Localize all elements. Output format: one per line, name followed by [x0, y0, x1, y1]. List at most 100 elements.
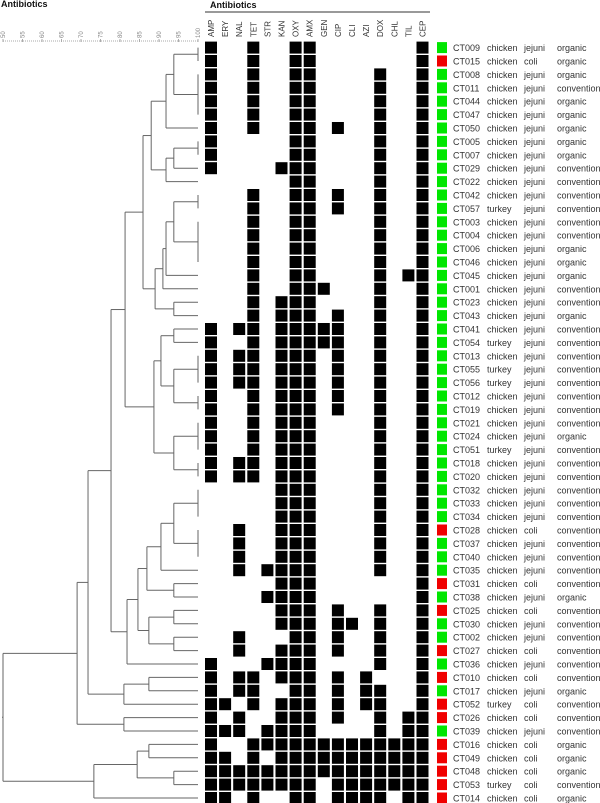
resistance-cell-cep: [416, 577, 429, 590]
resistance-cell-amx: [303, 751, 316, 764]
resistance-cell-kan: [275, 390, 288, 402]
resistance-cell-cep: [416, 564, 429, 577]
matrix-row-ct002: [233, 631, 429, 644]
resistance-cell-dox: [374, 309, 387, 322]
resistance-cell-nal: [233, 376, 246, 389]
species-color-marker: [437, 403, 447, 415]
matrix-row-ct010: [205, 671, 429, 684]
resistance-cell-kan: [275, 751, 288, 764]
isolate-source: chicken: [487, 767, 518, 777]
isolate-species: jejuni: [523, 472, 545, 482]
species-color-marker: [437, 497, 447, 509]
column-header-chl: CHL: [390, 20, 399, 37]
resistance-cell-amp: [205, 738, 217, 751]
resistance-cell-oxy: [289, 443, 302, 456]
isolate-species: jejuni: [523, 311, 545, 321]
resistance-cell-kan: [275, 778, 288, 791]
resistance-cell-kan: [275, 711, 288, 724]
resistance-cell-amx: [303, 537, 316, 550]
resistance-cell-amx: [303, 711, 316, 724]
isolate-id: CT032: [453, 485, 480, 495]
isolate-id: CT051: [453, 445, 480, 455]
resistance-cell-azi: [360, 778, 373, 791]
species-color-marker: [437, 752, 447, 764]
resistance-cell-cep: [416, 202, 429, 215]
resistance-cell-til: [402, 269, 415, 282]
resistance-cell-oxy: [289, 282, 302, 295]
column-header-str: STR: [263, 21, 272, 37]
isolate-source: turkey: [487, 780, 512, 790]
isolate-species: coli: [524, 526, 538, 536]
column-header-amx: AMX: [306, 19, 315, 37]
resistance-cell-kan: [275, 309, 288, 322]
resistance-cell-amx: [303, 68, 316, 81]
isolate-species: jejuni: [523, 485, 545, 495]
isolate-species: jejuni: [523, 459, 545, 469]
resistance-cell-oxy: [289, 778, 302, 791]
isolate-species: jejuni: [523, 633, 545, 643]
isolate-species: coli: [524, 740, 538, 750]
species-color-marker: [437, 444, 447, 456]
resistance-cell-cip: [331, 631, 344, 644]
matrix-row-ct057: [247, 202, 429, 215]
species-color-marker: [437, 524, 447, 536]
resistance-cell-kan: [275, 564, 288, 577]
resistance-cell-amx: [303, 443, 316, 456]
matrix-row-ct012: [205, 390, 429, 402]
resistance-cell-amp: [205, 349, 217, 362]
resistance-cell-amp: [205, 363, 217, 376]
isolate-production: conventional: [557, 512, 600, 522]
isolate-species: jejuni: [523, 445, 545, 455]
species-color-marker: [437, 350, 447, 362]
matrix-row-ct035: [233, 564, 429, 577]
resistance-cell-oxy: [289, 497, 302, 510]
resistance-cell-oxy: [289, 175, 302, 188]
resistance-cell-amx: [303, 577, 316, 590]
resistance-cell-dox: [374, 202, 387, 215]
isolate-id: CT007: [453, 150, 480, 160]
isolate-row: CT042 chicken jejuni conventional: [437, 189, 600, 201]
resistance-cell-cep: [416, 189, 429, 201]
isolate-production: organic: [557, 271, 587, 281]
resistance-cell-amx: [303, 658, 316, 670]
resistance-cell-azi: [360, 751, 373, 764]
resistance-cell-oxy: [289, 430, 302, 443]
resistance-cell-amp: [205, 55, 217, 67]
resistance-cell-amx: [303, 390, 316, 402]
resistance-cell-cep: [416, 148, 429, 161]
matrix-row-ct015: [205, 55, 429, 67]
isolate-production: conventional: [557, 727, 600, 737]
species-color-marker: [437, 256, 447, 268]
resistance-cell-nal: [233, 671, 246, 684]
resistance-cell-cep: [416, 68, 429, 81]
matrix-row-ct043: [247, 309, 429, 322]
resistance-cell-cep: [416, 457, 429, 469]
isolate-source: chicken: [487, 150, 518, 160]
resistance-cell-oxy: [289, 363, 302, 376]
resistance-cell-tet: [247, 416, 260, 429]
isolate-species: jejuni: [523, 566, 545, 576]
isolate-production: organic: [557, 753, 587, 763]
similarity-axis: 50 55 60 65 70 75 80 85 90 95 100: [1, 27, 202, 42]
resistance-cell-amx: [303, 242, 316, 255]
column-header-nal: NAL: [235, 21, 244, 37]
resistance-cell-dox: [374, 778, 387, 791]
resistance-cell-tet: [247, 457, 260, 469]
resistance-cell-dox: [374, 363, 387, 376]
resistance-cell-cep: [416, 363, 429, 376]
resistance-cell-tet: [247, 242, 260, 255]
isolate-id: CT038: [453, 593, 480, 603]
isolate-id: CT024: [453, 432, 480, 442]
isolate-source: chicken: [487, 633, 518, 643]
resistance-cell-cep: [416, 778, 429, 791]
isolate-production: conventional: [557, 579, 600, 589]
resistance-cell-amx: [303, 135, 316, 148]
resistance-cell-oxy: [289, 215, 302, 228]
resistance-cell-oxy: [289, 162, 302, 175]
matrix-row-ct033: [275, 497, 429, 510]
species-color-marker: [437, 685, 447, 697]
resistance-cell-amp: [205, 41, 217, 54]
species-color-marker: [437, 430, 447, 442]
isolate-id: CT047: [453, 110, 480, 120]
